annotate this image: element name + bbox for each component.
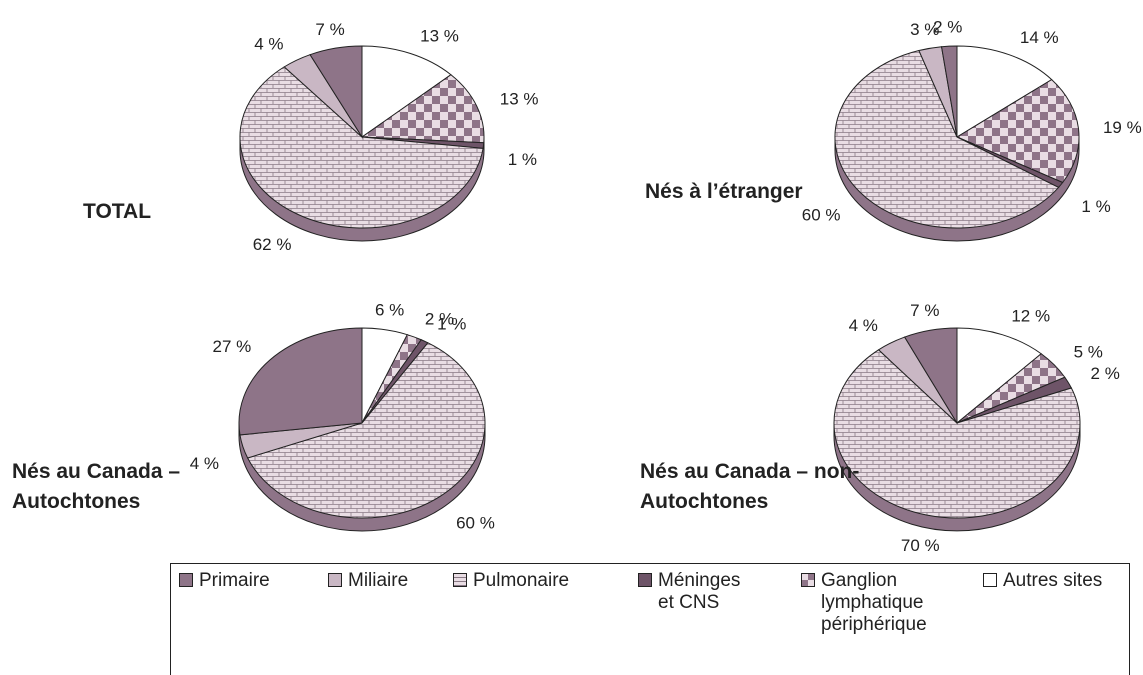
slice-label: 14 %: [1020, 28, 1059, 47]
legend-item: Méninges et CNS: [638, 570, 741, 614]
legend-label: Miliaire: [348, 570, 409, 591]
pie-slice: [309, 45, 363, 139]
slice-label: 2 %: [1091, 364, 1120, 383]
slice-label: 1 %: [508, 150, 537, 169]
slice-label: 4 %: [254, 34, 283, 53]
slice-label: 1 %: [1081, 197, 1110, 216]
slice-label: 2 %: [425, 309, 454, 328]
pie-slice: [940, 45, 958, 138]
pie-slice: [834, 49, 1060, 229]
slice-label: 4 %: [190, 454, 219, 473]
pie-title: Nés à l’étranger: [645, 180, 803, 203]
pie-slice: [246, 342, 486, 519]
legend-item: Ganglion lymphatique périphérique: [801, 570, 927, 636]
pie-slice: [955, 78, 1080, 184]
pie-title: Nés au Canada – non-Autochtones: [640, 460, 860, 513]
legend-swatch: [801, 573, 815, 587]
slice-label: 13 %: [420, 26, 459, 45]
pie-slice: [360, 74, 485, 144]
legend-label: Ganglion lymphatique périphérique: [821, 570, 927, 635]
legend-item: Pulmonaire: [453, 570, 633, 592]
slice-label: 5 %: [1074, 343, 1103, 362]
legend-swatch: [453, 573, 467, 587]
pie-slice: [239, 66, 484, 229]
legend-label: Pulmonaire: [473, 570, 570, 591]
slice-label: 2 %: [933, 18, 962, 37]
legend-item: Primaire: [179, 570, 319, 592]
pie-title: Nés au Canada – Autochtones: [12, 460, 181, 513]
slice-label: 62 %: [253, 235, 292, 254]
legend-swatch: [179, 573, 193, 587]
pie-slice: [903, 327, 958, 425]
legend-item: Miliaire: [328, 570, 448, 592]
pie-slice: [833, 349, 1081, 519]
pie-title: TOTAL: [83, 200, 152, 223]
slice-label: 13 %: [500, 89, 539, 108]
pie-slice: [238, 327, 363, 436]
legend-label: Primaire: [199, 570, 270, 591]
legend-swatch: [983, 573, 997, 587]
legend-swatch: [328, 573, 342, 587]
pie-slice: [956, 327, 1043, 425]
legend-item: Autres sites: [983, 570, 1123, 592]
legend: Primaire Miliaire Pulmonaire Méninges et CN…: [170, 563, 1130, 675]
pie-slice: [361, 45, 452, 138]
legend-swatch: [638, 573, 652, 587]
slice-label: 4 %: [849, 316, 878, 335]
pie-slice: [956, 45, 1053, 138]
slice-label: 3 %: [910, 20, 939, 39]
slice-label: 27 %: [213, 337, 252, 356]
slice-label: 60 %: [802, 206, 841, 225]
slice-label: 19 %: [1103, 118, 1142, 137]
slice-label: 12 %: [1011, 306, 1050, 325]
legend-label: Autres sites: [1003, 570, 1103, 591]
slice-label: 60 %: [456, 513, 495, 532]
slice-label: 7 %: [910, 301, 939, 320]
slice-label: 6 %: [375, 301, 404, 320]
legend-label: Méninges et CNS: [658, 570, 741, 613]
slice-label: 7 %: [315, 20, 344, 39]
slice-label: 1 %: [437, 314, 466, 333]
slice-label: 70 %: [901, 536, 940, 555]
